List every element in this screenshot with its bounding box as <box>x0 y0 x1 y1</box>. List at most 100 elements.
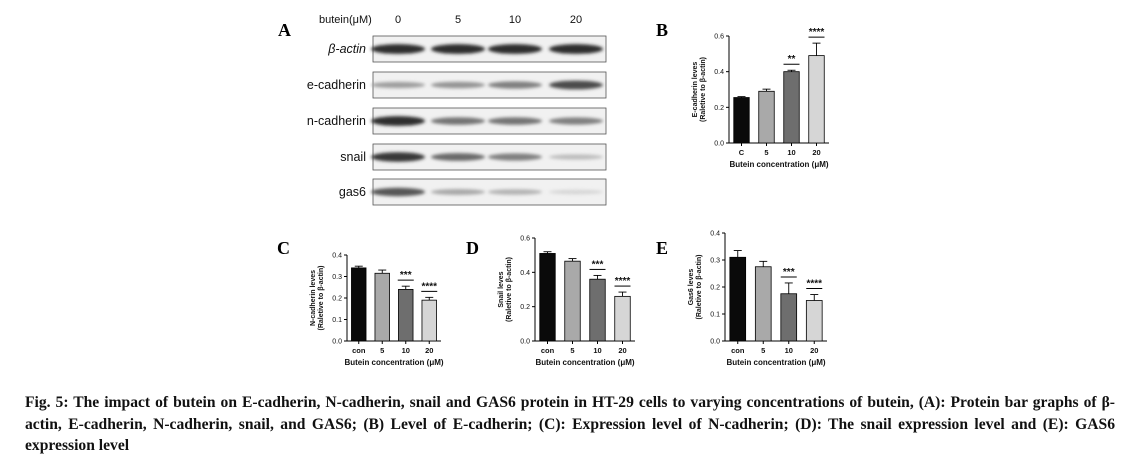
significance-label: ** <box>788 54 796 65</box>
blot-band <box>431 44 485 54</box>
x-tick-label: 10 <box>785 346 793 355</box>
concentration-label: 20 <box>570 14 582 26</box>
blot-band <box>549 117 603 125</box>
blot-band <box>488 81 542 89</box>
y-tick-label: 0.4 <box>710 231 720 238</box>
y-tick-label: 0.0 <box>714 141 724 148</box>
blot-band <box>549 80 603 90</box>
y-tick-label: 0.2 <box>520 304 530 311</box>
y-axis-subtitle: (Raletive to β-actin) <box>318 266 325 331</box>
blot-band <box>488 189 542 195</box>
panel-letter: C <box>277 238 290 258</box>
bar <box>539 253 556 342</box>
bar <box>780 293 798 342</box>
y-tick-label: 0.6 <box>714 34 724 41</box>
bar <box>589 278 606 342</box>
y-axis-subtitle: (Raletive to β-actin) <box>696 255 703 320</box>
significance-label: *** <box>783 267 795 278</box>
x-tick-label: 5 <box>570 346 574 355</box>
bar <box>754 266 772 342</box>
significance-label: **** <box>806 279 822 290</box>
y-tick-label: 0.0 <box>520 339 530 346</box>
y-axis-subtitle: (Raletive to β-actin) <box>700 57 707 122</box>
x-tick-label: C <box>739 148 745 157</box>
blot-row-label: snail <box>340 150 366 164</box>
blot-band <box>371 116 425 126</box>
bar <box>733 97 750 144</box>
blot-band <box>488 117 542 125</box>
bar <box>564 260 581 342</box>
blot-band <box>431 117 485 125</box>
blot-band <box>371 152 425 162</box>
y-tick-label: 0.2 <box>332 296 342 303</box>
x-tick-label: 5 <box>764 148 768 157</box>
bar <box>805 300 823 342</box>
x-tick-label: con <box>541 346 555 355</box>
bar <box>351 267 367 342</box>
x-tick-label: 5 <box>380 346 384 355</box>
bar-charts: B0.00.20.40.6C 5 10 20******Butein concentr… <box>277 20 829 367</box>
x-tick-label: 10 <box>402 346 410 355</box>
significance-label: **** <box>615 276 631 287</box>
blot-band <box>431 189 485 195</box>
x-axis-title: Butein concentration (μM) <box>344 358 443 367</box>
blot-row-label: β-actin <box>327 42 366 56</box>
x-tick-label: con <box>352 346 366 355</box>
chart-panel-b: B0.00.20.40.6C 5 10 20******Butein concentr… <box>656 20 829 169</box>
y-axis-title: N-cadherin leves <box>310 270 317 326</box>
bar <box>421 299 437 342</box>
y-axis-subtitle: (Raletive to β-actin) <box>506 257 513 322</box>
significance-label: *** <box>592 259 604 270</box>
y-axis-title: Gas6 leves <box>688 269 695 306</box>
y-tick-label: 0.4 <box>332 253 342 260</box>
x-tick-label: con <box>731 346 745 355</box>
y-tick-label: 0.4 <box>714 69 724 76</box>
y-tick-label: 0.0 <box>332 339 342 346</box>
concentration-label: 5 <box>455 14 461 26</box>
blot-band <box>431 81 485 89</box>
y-tick-label: 0.6 <box>520 236 530 243</box>
y-axis-title: E-cadherin leves <box>692 62 699 118</box>
significance-label: **** <box>421 281 437 292</box>
panel-letter-a: A <box>278 20 291 40</box>
blot-band <box>549 154 603 160</box>
panel-letter: D <box>466 238 479 258</box>
blot-band <box>488 44 542 54</box>
blot-band <box>431 153 485 161</box>
y-tick-label: 0.1 <box>332 317 342 324</box>
blot-row-label: n-cadherin <box>307 114 366 128</box>
concentration-header: butein(μM) <box>319 14 372 26</box>
blot-band <box>549 44 603 54</box>
y-axis-title: Snail leves <box>498 271 505 307</box>
bar <box>398 288 414 342</box>
x-tick-label: 10 <box>787 148 795 157</box>
blot-band <box>549 189 603 195</box>
blot-band <box>371 81 425 89</box>
panel-letter: E <box>656 238 668 258</box>
concentration-label: 0 <box>395 14 401 26</box>
blot-band <box>488 153 542 161</box>
bar <box>614 295 631 342</box>
x-axis-title: Butein concentration (μM) <box>729 160 828 169</box>
concentration-label: 10 <box>509 14 521 26</box>
x-tick-label: 20 <box>618 346 626 355</box>
blot-row-label: e-cadherin <box>307 78 366 92</box>
y-tick-label: 0.2 <box>710 285 720 292</box>
blot-band <box>371 44 425 54</box>
bar <box>374 272 390 342</box>
y-tick-label: 0.4 <box>520 270 530 277</box>
blot-row-label: gas6 <box>339 185 366 199</box>
x-tick-label: 5 <box>761 346 765 355</box>
x-tick-label: 20 <box>425 346 433 355</box>
x-tick-label: 20 <box>810 346 818 355</box>
x-axis-title: Butein concentration (μM) <box>535 358 634 367</box>
x-tick-label: 20 <box>812 148 820 157</box>
y-tick-label: 0.1 <box>710 312 720 319</box>
bar <box>758 90 775 144</box>
bar <box>808 55 825 144</box>
panel-letter: B <box>656 20 668 40</box>
bar <box>729 256 747 342</box>
